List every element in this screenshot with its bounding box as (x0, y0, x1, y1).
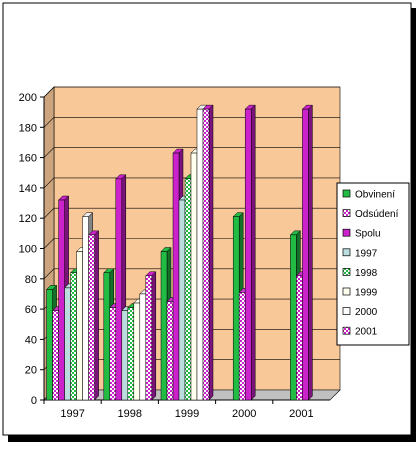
gridline (43, 268, 340, 280)
y-tick-label: 160 (19, 153, 37, 165)
bar-front (238, 292, 246, 401)
bar-front (133, 302, 141, 401)
y-tick-label: 200 (19, 92, 37, 104)
x-tick-label: 1997 (60, 408, 84, 420)
bar-front (115, 178, 123, 401)
bar-front (76, 251, 83, 401)
legend-swatch (342, 287, 351, 296)
legend-swatch (342, 248, 351, 257)
bar-front (232, 216, 240, 401)
legend-label: 2000 (355, 307, 378, 318)
x-tick-label: 1999 (175, 408, 199, 420)
bar (301, 104, 314, 401)
legend-label: Obvinení (355, 190, 395, 201)
legend-label: 2001 (355, 327, 378, 338)
legend-label: Spolu (355, 229, 381, 240)
bar-front (160, 251, 168, 401)
bar-front (178, 199, 186, 401)
bar-side (151, 271, 157, 401)
bar-front (190, 152, 198, 401)
x-tick-label: 2001 (289, 408, 313, 420)
bar-front (302, 108, 309, 401)
bar-side (94, 230, 99, 401)
bar-front (244, 108, 252, 401)
bar-front (103, 272, 111, 401)
legend-label: 1997 (355, 248, 378, 259)
bar-front (166, 301, 174, 401)
bar-front (64, 287, 71, 401)
bar (145, 271, 157, 401)
legend-swatch (342, 228, 351, 237)
bar-front (145, 275, 153, 401)
legend-swatch (342, 209, 351, 217)
x-tick-label: 2000 (232, 408, 256, 420)
legend-swatch (342, 307, 351, 315)
y-tick-label: 60 (25, 304, 37, 316)
bar-side (250, 104, 256, 401)
y-tick-label: 40 (25, 334, 37, 346)
y-tick-label: 0 (31, 395, 37, 407)
bar-front (109, 307, 117, 401)
x-tick-label: 1998 (118, 408, 142, 420)
gridline (43, 117, 340, 128)
bar-front (46, 289, 53, 401)
legend-label: 1998 (355, 268, 378, 279)
bar-front (127, 307, 135, 401)
bar-front (88, 234, 95, 401)
bar-front (139, 293, 147, 401)
bar-front (70, 272, 77, 401)
bar (244, 104, 256, 401)
bar-front (184, 178, 192, 401)
y-tick-label: 80 (25, 274, 37, 286)
bar-front (121, 310, 129, 401)
legend-label: Odsúdení (355, 209, 399, 220)
legend-swatch (342, 189, 351, 198)
legend-box (336, 182, 410, 346)
legend-label: 1999 (355, 288, 378, 299)
bar-front (58, 199, 65, 401)
bar-front (202, 108, 210, 401)
bar-side (208, 104, 214, 401)
bar (202, 104, 214, 401)
bar-front (82, 216, 89, 401)
y-tick-label: 120 (19, 213, 37, 225)
bar-front (172, 152, 180, 401)
bar-front (296, 275, 303, 401)
gridline (43, 207, 340, 219)
gridline (43, 86, 340, 98)
gridline (43, 147, 340, 158)
gridline (43, 238, 340, 249)
y-tick-label: 20 (25, 365, 37, 377)
bar-side (308, 104, 313, 401)
y-tick-label: 180 (19, 122, 37, 134)
y-tick-label: 140 (19, 183, 37, 195)
bar (87, 230, 100, 401)
legend-swatch (342, 268, 351, 276)
bar-front (290, 234, 297, 401)
y-tick-label: 100 (19, 244, 37, 256)
bar-front (52, 310, 59, 401)
legend-swatch (342, 326, 351, 335)
bar-front (196, 108, 204, 401)
gridline (43, 177, 340, 189)
